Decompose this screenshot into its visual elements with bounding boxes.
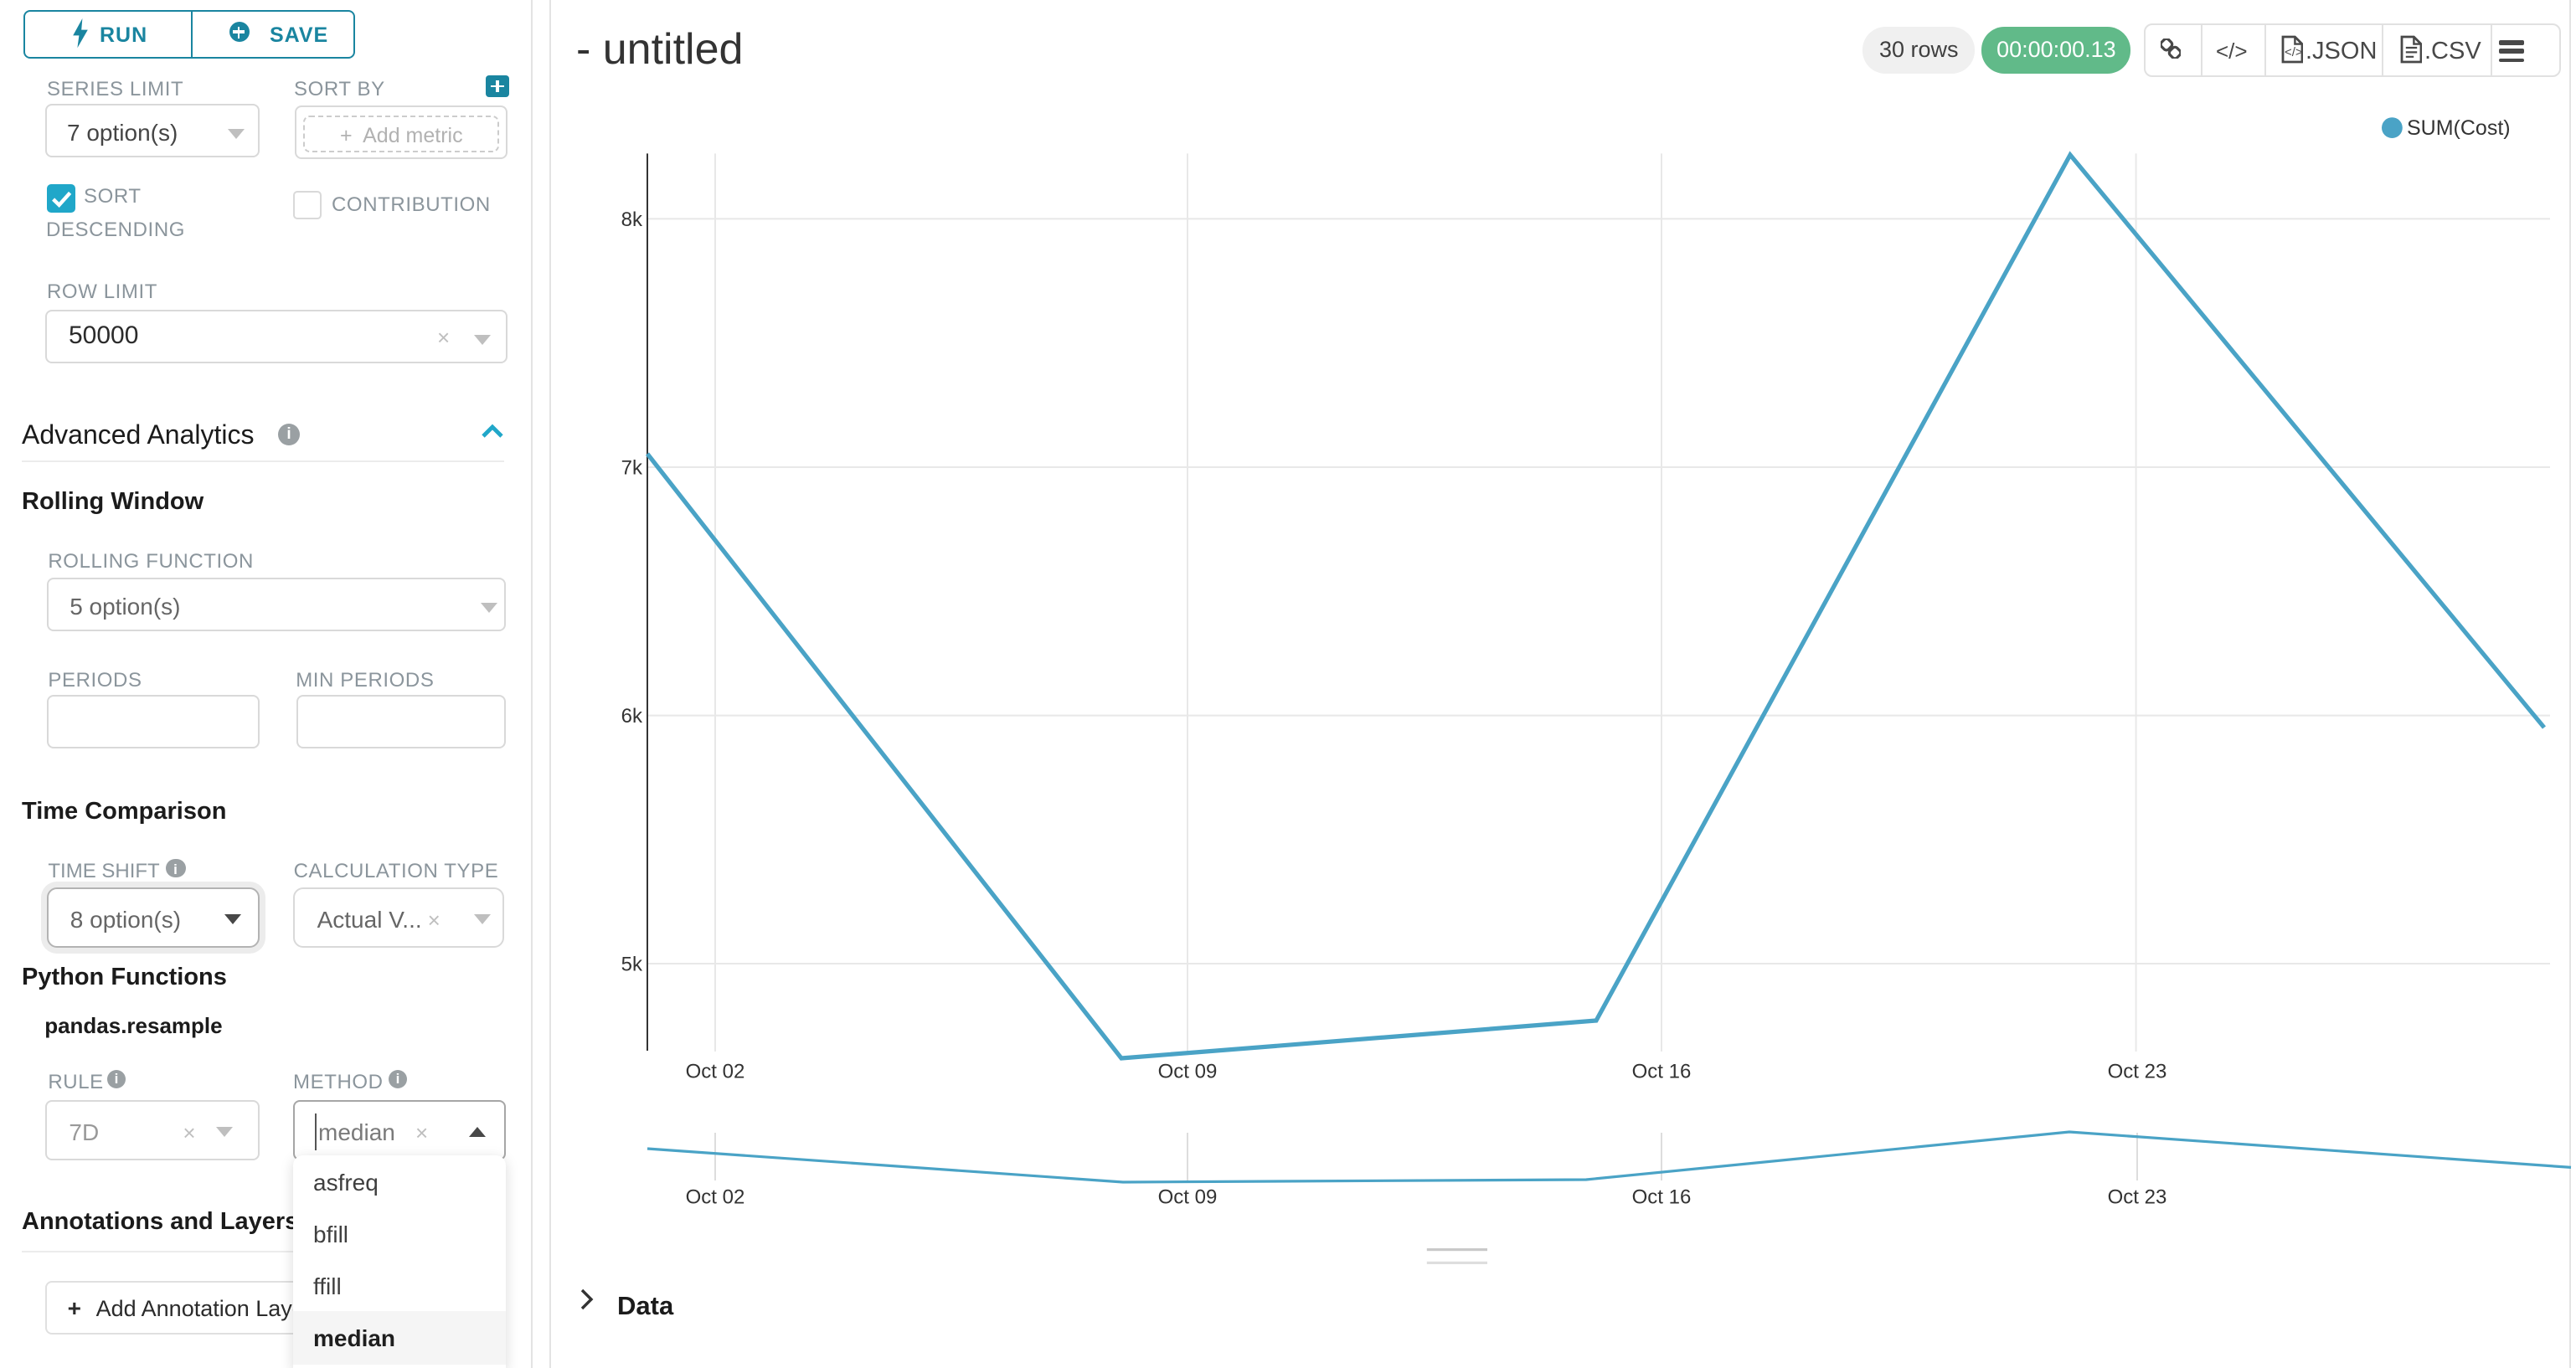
svg-text:Oct 23: Oct 23	[2107, 1060, 2166, 1083]
svg-text:7k: 7k	[621, 456, 642, 479]
svg-text:Oct 16: Oct 16	[1631, 1060, 1691, 1083]
svg-text:8k: 8k	[621, 208, 642, 231]
svg-text:Oct 02: Oct 02	[685, 1060, 744, 1083]
svg-text:6k: 6k	[621, 705, 642, 728]
svg-text:Data: Data	[616, 1291, 673, 1320]
svg-text:</>: </>	[2284, 46, 2302, 60]
svg-text:Oct 09: Oct 09	[1157, 1185, 1217, 1208]
svg-text:5k: 5k	[621, 953, 642, 975]
svg-text:Oct 09: Oct 09	[1157, 1060, 1217, 1083]
svg-text:Oct 16: Oct 16	[1631, 1185, 1691, 1208]
svg-text:Oct 02: Oct 02	[685, 1185, 744, 1208]
svg-text:SUM(Cost): SUM(Cost)	[2406, 116, 2510, 140]
svg-text:Oct 23: Oct 23	[2107, 1185, 2166, 1208]
